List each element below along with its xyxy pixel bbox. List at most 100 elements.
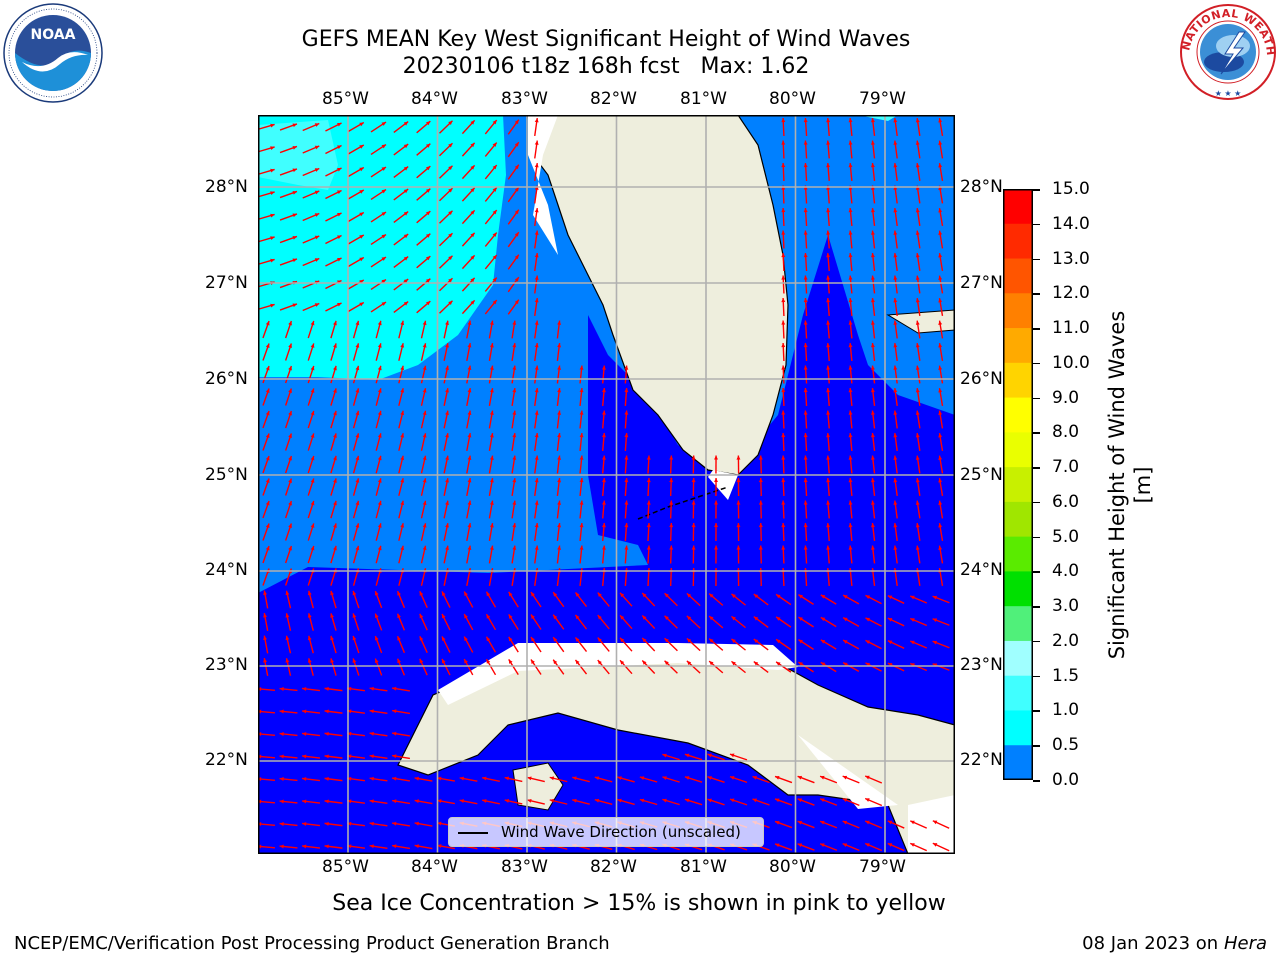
wind-arrow — [392, 754, 410, 760]
lon-tick-bottom: 80°W — [769, 857, 816, 877]
wind-arrow — [508, 658, 519, 676]
wind-arrow — [398, 343, 405, 361]
wind-arrow — [443, 388, 449, 406]
wind-arrow — [439, 165, 453, 179]
wind-arrow — [819, 843, 838, 851]
wind-arrow — [301, 709, 321, 714]
wind-arrow — [262, 343, 270, 361]
wind-arrow — [347, 189, 365, 200]
wind-arrow — [279, 777, 298, 782]
wind-arrow — [392, 686, 410, 692]
wind-arrow — [707, 753, 725, 761]
wind-arrow — [398, 478, 405, 496]
wind-arrow — [870, 432, 876, 452]
wind-arrow — [758, 477, 763, 497]
wind-arrow — [511, 478, 517, 496]
wind-arrow — [330, 343, 337, 361]
wind-arrow — [686, 615, 701, 629]
wind-arrow — [781, 275, 786, 294]
wind-arrow — [284, 365, 293, 384]
wind-arrow — [370, 301, 387, 313]
wind-arrow — [826, 162, 831, 182]
wind-arrow — [511, 455, 517, 474]
colorbar-tick-mark — [1033, 189, 1040, 191]
plot-title-line1: GEFS MEAN Key West Significant Height of… — [301, 27, 911, 52]
wind-arrow — [579, 522, 584, 542]
wind-arrow — [639, 798, 658, 806]
wind-arrow — [258, 213, 275, 221]
wind-arrow — [826, 297, 831, 317]
wind-arrow — [507, 254, 520, 270]
wind-arrow — [484, 142, 498, 157]
wind-arrow — [624, 455, 629, 474]
wind-arrow — [798, 639, 814, 650]
wind-arrow — [324, 686, 343, 692]
wind-arrow — [488, 433, 494, 451]
wind-arrow — [758, 500, 763, 519]
wind-arrow — [398, 365, 405, 384]
wind-arrow — [488, 545, 494, 564]
colorbar-tick-label: 4.0 — [1052, 561, 1080, 582]
colorbar-tick-label: 7.0 — [1052, 457, 1080, 478]
wind-arrow — [848, 230, 853, 249]
wind-arrow — [374, 613, 383, 631]
wind-arrow — [774, 798, 793, 806]
wind-arrow — [511, 545, 517, 564]
wind-arrow — [909, 820, 928, 829]
wind-arrow — [865, 617, 882, 627]
wind-arrow — [369, 776, 388, 782]
wind-arrow — [826, 387, 831, 407]
wind-arrow — [461, 142, 476, 157]
wind-arrow — [302, 235, 320, 244]
land-isla-juventud — [512, 762, 564, 811]
wind-arrow — [601, 387, 606, 407]
wind-arrow — [915, 477, 921, 497]
wind-arrow — [527, 798, 545, 805]
wind-arrow — [369, 686, 388, 692]
wind-arrow — [352, 500, 360, 519]
wind-arrow — [419, 658, 428, 676]
wind-arrow — [416, 233, 431, 246]
wind-arrow — [443, 455, 449, 474]
wind-arrow — [262, 365, 270, 384]
colorbar-tick-mark — [1033, 432, 1040, 434]
wind-arrow — [307, 658, 314, 676]
wind-arrow — [393, 166, 409, 178]
wind-arrow — [352, 635, 360, 654]
wind-arrow — [352, 320, 360, 339]
wind-arrow — [579, 477, 584, 497]
wind-arrow — [819, 820, 838, 829]
colorbar-tick-mark — [1033, 293, 1040, 295]
wind-arrow — [284, 455, 293, 474]
wind-arrow — [392, 731, 410, 737]
ocean-0-0.5-east — [588, 235, 955, 575]
lon-tick-top: 81°W — [680, 89, 727, 109]
wind-arrow — [488, 343, 494, 361]
wind-arrow — [870, 117, 876, 137]
colorbar-tick-label: 12.0 — [1052, 283, 1090, 304]
wind-arrow — [352, 658, 360, 676]
colorbar — [1003, 189, 1033, 780]
wind-arrow — [511, 433, 517, 451]
wind-arrow — [508, 636, 519, 653]
wind-arrow — [909, 662, 928, 672]
wind-arrow — [330, 478, 337, 496]
wind-arrow — [279, 709, 298, 714]
wind-arrow — [507, 186, 520, 203]
wind-arrow — [781, 365, 786, 384]
wind-arrow — [870, 342, 876, 362]
wind-arrow — [803, 252, 808, 272]
wind-arrow — [330, 320, 337, 339]
wind-arrow — [263, 658, 269, 676]
wind-arrow — [369, 709, 388, 715]
wind-arrow — [758, 455, 763, 474]
wind-arrow — [915, 230, 921, 249]
wind-arrow — [279, 687, 298, 692]
colorbar-segment — [1003, 467, 1033, 503]
wind-arrow — [443, 320, 449, 339]
wind-arrow — [549, 776, 568, 783]
wind-arrow — [396, 635, 406, 654]
wind-arrow — [488, 500, 494, 519]
wind-arrow — [887, 595, 905, 604]
wind-arrow — [781, 162, 786, 182]
